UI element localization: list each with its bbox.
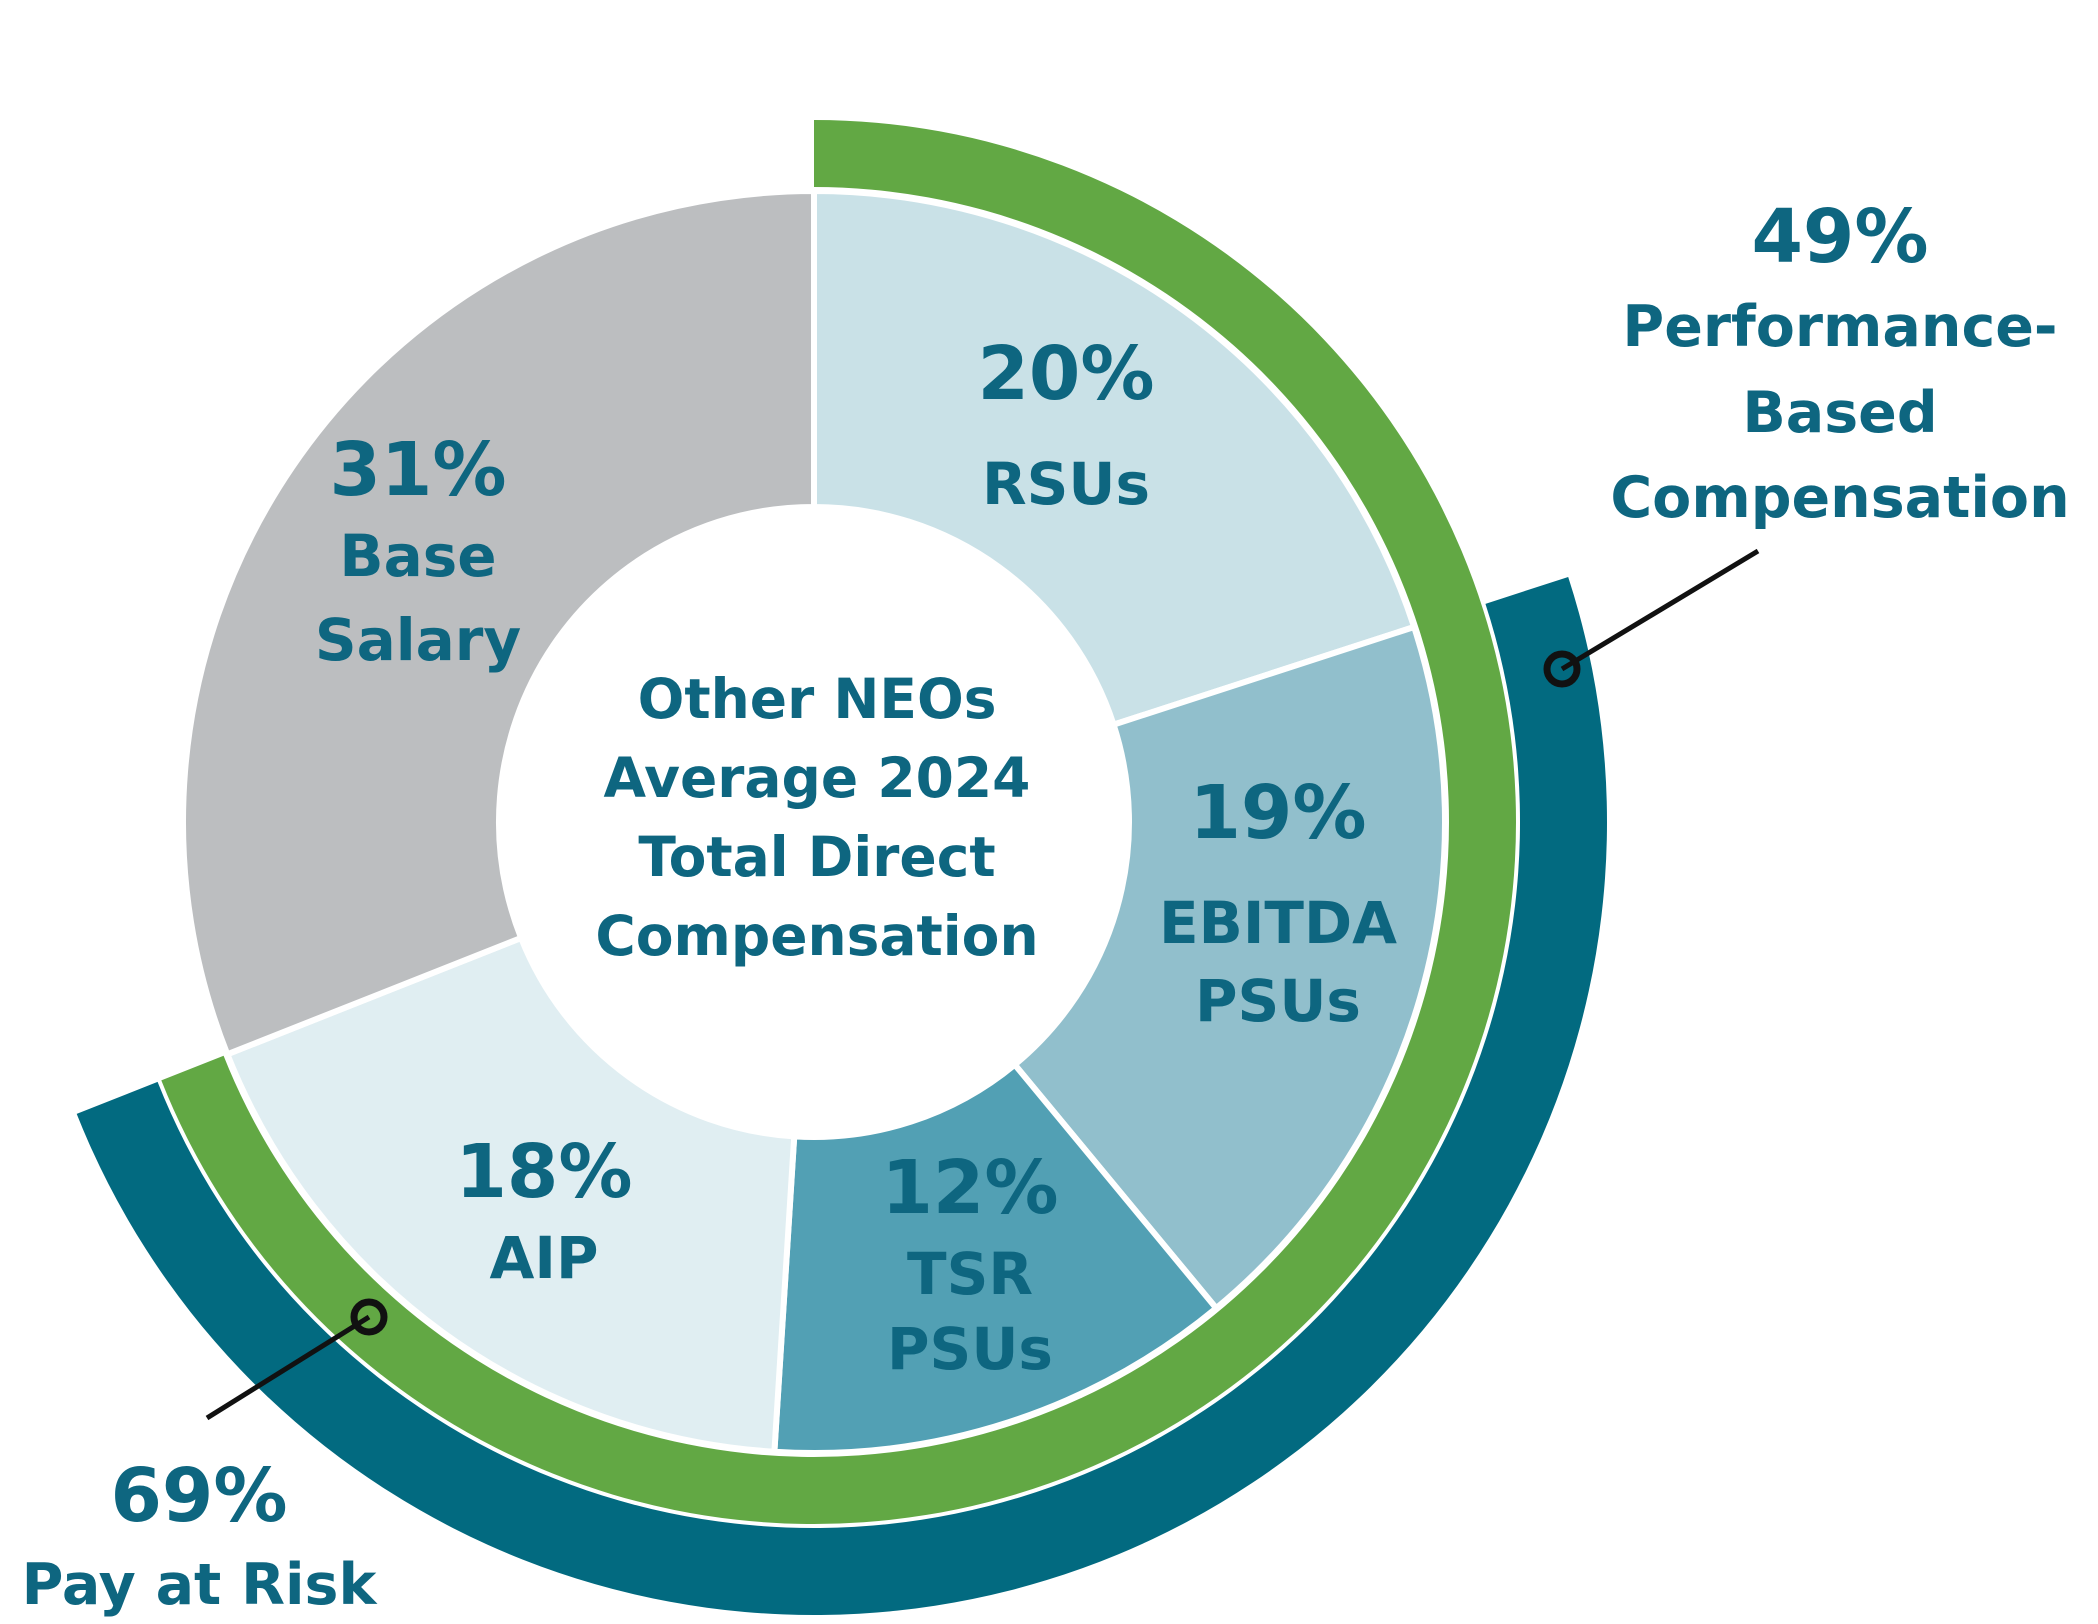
callout-label-pay-at-risk: Pay at Risk bbox=[22, 1552, 378, 1618]
chart-title: Other NEOs Average 2024 Total Direct Com… bbox=[595, 667, 1038, 968]
donut-segments bbox=[180, 187, 1448, 1456]
segment-label-base-salary: 31% Base Salary bbox=[315, 427, 521, 674]
segment-name-ebitda-psus-line1: EBITDA bbox=[1159, 889, 1397, 957]
callout-pct-performance-based: 49% bbox=[1751, 194, 1928, 280]
chart-title-line4: Compensation bbox=[595, 904, 1038, 968]
donut-segment-rsus bbox=[811, 187, 1418, 729]
segment-pct-tsr-psus: 12% bbox=[881, 1145, 1058, 1231]
segment-label-tsr-psus: 12% TSR PSUs bbox=[881, 1145, 1058, 1383]
callout-marker-pay-at-risk bbox=[350, 1298, 388, 1336]
segment-pct-ebitda-psus: 19% bbox=[1189, 770, 1366, 856]
callout-label-performance-based-line2: Based bbox=[1742, 380, 1937, 446]
callout-label-performance-based-line3: Compensation bbox=[1610, 465, 2069, 531]
segment-name-base-salary-line2: Salary bbox=[315, 606, 521, 674]
segment-pct-aip: 18% bbox=[455, 1129, 632, 1215]
segment-name-tsr-psus-line2: PSUs bbox=[887, 1315, 1053, 1383]
donut-segment-aip bbox=[223, 934, 798, 1455]
segment-name-rsus: RSUs bbox=[982, 450, 1150, 518]
segment-label-aip: 18% AIP bbox=[455, 1129, 632, 1292]
callout-performance-based: 49% Performance- Based Compensation bbox=[1543, 194, 2070, 688]
segment-name-ebitda-psus-line2: PSUs bbox=[1195, 967, 1361, 1035]
chart-title-line3: Total Direct bbox=[638, 825, 995, 889]
callout-marker-performance-based bbox=[1543, 650, 1581, 688]
segment-pct-base-salary: 31% bbox=[329, 427, 506, 513]
segment-pct-rsus: 20% bbox=[977, 331, 1154, 417]
callout-line-performance-based bbox=[1560, 548, 1760, 672]
donut-segment-ebitda-psus bbox=[1010, 623, 1448, 1313]
segment-label-ebitda-psus: 19% EBITDA PSUs bbox=[1159, 770, 1397, 1035]
callout-line-pay-at-risk bbox=[205, 1314, 371, 1421]
chart-title-line1: Other NEOs bbox=[638, 667, 997, 731]
chart-title-line2: Average 2024 bbox=[604, 746, 1031, 810]
donut-segment-tsr-psus bbox=[771, 1060, 1221, 1456]
donut-segment-base-salary bbox=[180, 187, 817, 1059]
segment-label-rsus: 20% RSUs bbox=[977, 331, 1154, 518]
callout-pay-at-risk: 69% Pay at Risk bbox=[22, 1298, 388, 1618]
segment-name-base-salary-line1: Base bbox=[339, 522, 496, 590]
callout-pct-pay-at-risk: 69% bbox=[110, 1453, 287, 1539]
segment-name-aip: AIP bbox=[490, 1224, 599, 1292]
segment-name-tsr-psus-line1: TSR bbox=[907, 1240, 1033, 1308]
callout-label-performance-based-line1: Performance- bbox=[1622, 294, 2057, 360]
